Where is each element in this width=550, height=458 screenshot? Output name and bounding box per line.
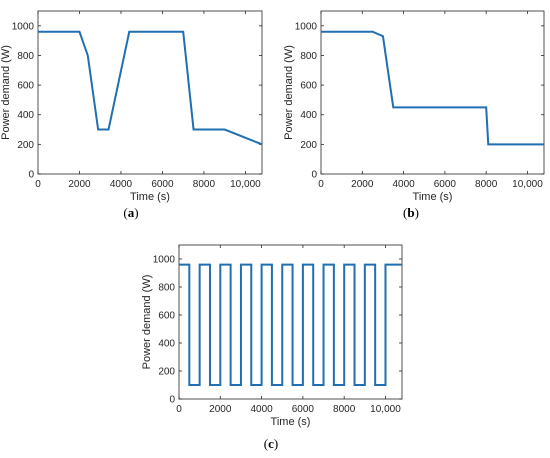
y-tick-label: 600 <box>17 81 34 92</box>
y-tick-label: 600 <box>300 81 317 92</box>
y-axis-title: Power demand (W) <box>141 275 153 370</box>
x-tick-label: 10,000 <box>230 179 261 190</box>
y-tick-label: 0 <box>311 170 317 181</box>
panel-label-letter: c <box>268 436 274 451</box>
plot-area <box>37 10 263 175</box>
y-tick-label: 400 <box>158 339 175 350</box>
x-tick-label: 8000 <box>333 404 356 415</box>
x-axis-title: Time (s) <box>413 191 453 203</box>
plot-area <box>320 10 545 175</box>
x-tick-label: 0 <box>176 404 182 415</box>
x-tick-label: 8000 <box>193 179 216 190</box>
x-tick-label: 4000 <box>392 179 415 190</box>
x-tick-label: 6000 <box>434 179 457 190</box>
panel-label: (c) <box>264 436 278 451</box>
x-tick-label: 10,000 <box>512 179 543 190</box>
panel-label-close: ) <box>274 436 278 451</box>
y-tick-label: 1000 <box>12 21 35 32</box>
panel-label-open: ( <box>264 436 268 451</box>
panel-label-close: ) <box>415 205 419 220</box>
panel-label-open: ( <box>403 205 407 220</box>
y-tick-label: 1000 <box>295 21 318 32</box>
x-tick-label: 2000 <box>68 179 91 190</box>
y-tick-label: 800 <box>17 51 34 62</box>
y-tick-label: 600 <box>158 311 175 322</box>
y-tick-label: 0 <box>169 395 175 406</box>
panel-label: (a) <box>123 205 138 220</box>
x-tick-label: 10,000 <box>370 404 401 415</box>
x-tick-label: 0 <box>35 179 41 190</box>
x-axis-title: Time (s) <box>130 191 170 203</box>
chart-panel-a: 0 2000 4000 6000 8000 10,000 0 200 400 600 800 1000… <box>0 10 263 220</box>
y-tick-label: 1000 <box>153 255 176 266</box>
x-tick-label: 6000 <box>151 179 174 190</box>
chart-panel-c: 0 2000 4000 6000 8000 10,000 0 200 400 600 800 1000… <box>141 244 403 451</box>
x-tick-label: 2000 <box>351 179 374 190</box>
x-tick-label: 4000 <box>250 404 273 415</box>
x-tick-label: 0 <box>318 179 324 190</box>
x-tick-label: 2000 <box>209 404 232 415</box>
y-tick-label: 200 <box>300 140 317 151</box>
y-tick-label: 200 <box>158 367 175 378</box>
x-tick-label: 8000 <box>475 179 498 190</box>
panel-label-open: ( <box>123 205 127 220</box>
y-tick-label: 800 <box>158 283 175 294</box>
panel-label-letter: a <box>128 205 135 220</box>
series-line <box>179 263 402 386</box>
y-tick-label: 400 <box>17 110 34 121</box>
x-tick-label: 6000 <box>292 404 315 415</box>
y-tick-label: 0 <box>28 170 34 181</box>
panel-label: (b) <box>403 205 419 220</box>
series-line <box>38 30 262 146</box>
plot-area <box>178 244 403 400</box>
y-tick-label: 800 <box>300 51 317 62</box>
series-line <box>321 30 544 146</box>
y-axis-title: Power demand (W) <box>283 45 295 140</box>
y-tick-label: 400 <box>300 110 317 121</box>
chart-panel-b: 0 2000 4000 6000 8000 10,000 0 200 400 600 800 1000… <box>283 10 545 220</box>
x-axis-title: Time (s) <box>271 416 311 428</box>
panel-label-letter: b <box>407 205 414 220</box>
panel-label-close: ) <box>134 205 138 220</box>
y-axis-title: Power demand (W) <box>0 45 12 140</box>
x-tick-label: 4000 <box>110 179 133 190</box>
y-tick-label: 200 <box>17 140 34 151</box>
